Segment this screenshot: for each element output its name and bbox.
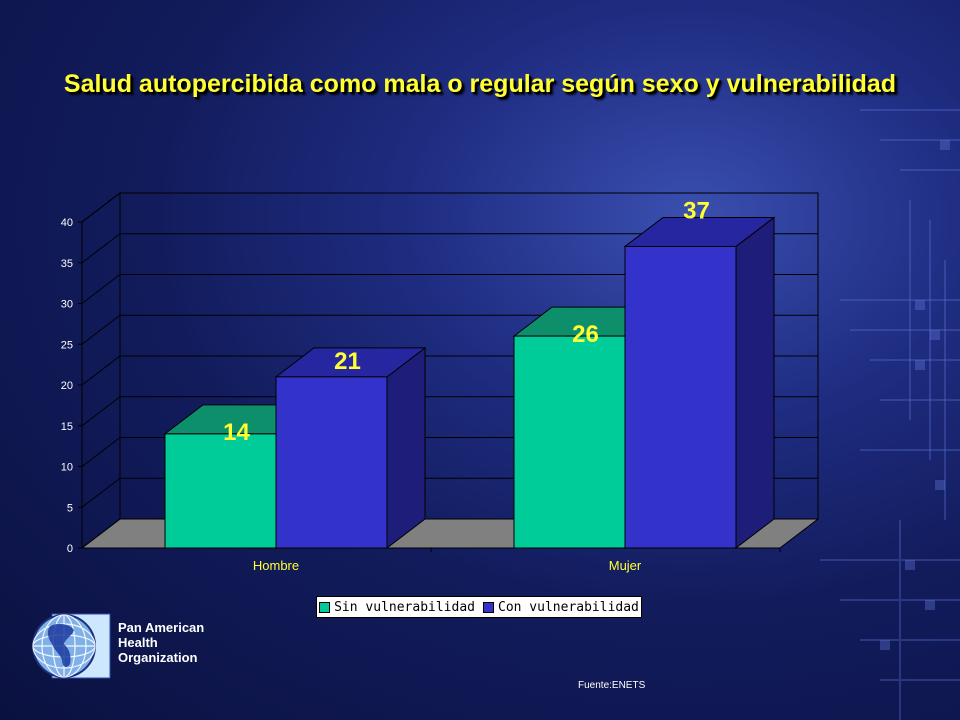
data-labels: 14 21 26 37 xyxy=(223,197,710,445)
globe-americas-icon xyxy=(32,613,111,679)
y-tick-label: 20 xyxy=(61,380,73,392)
bar-chart: 0 5 10 15 20 25 30 35 40 14 21 26 37 Hombre Mujer xyxy=(61,191,820,573)
y-tick-label: 5 xyxy=(67,502,73,514)
bar-front xyxy=(513,335,626,549)
bar-front xyxy=(164,433,277,549)
bar-side xyxy=(735,216,775,550)
chart-bars xyxy=(163,216,776,550)
y-tick-label: 0 xyxy=(67,543,73,555)
chart-legend: Sin vulnerabilidad Con vulnerabilidad xyxy=(316,596,642,618)
gridline xyxy=(81,192,818,223)
org-name-line-1: Pan American xyxy=(118,620,205,635)
chart-title: Salud autopercibida como mala o regular … xyxy=(63,70,897,98)
data-label: 21 xyxy=(334,348,361,375)
gridline xyxy=(81,233,818,264)
gridline xyxy=(81,274,818,304)
bar-front xyxy=(624,245,737,549)
bar-side xyxy=(386,346,426,550)
legend-swatch-con xyxy=(483,601,494,613)
y-tick-label: 15 xyxy=(61,421,73,433)
legend-label-con: Con vulnerabilidad xyxy=(498,599,639,615)
x-axis: Hombre Mujer xyxy=(253,548,781,573)
bar-front xyxy=(275,376,388,549)
data-label: 26 xyxy=(572,321,599,348)
y-axis: 0 5 10 15 20 25 30 35 40 xyxy=(61,217,83,555)
data-label: 37 xyxy=(683,197,710,224)
org-name-line-3: Organization xyxy=(118,650,198,665)
bar-con-vulnerabilidad-hombre xyxy=(274,346,427,550)
legend-swatch-sin xyxy=(319,601,331,613)
bar-con-vulnerabilidad-mujer xyxy=(623,216,776,550)
legend-label-sin: Sin vulnerabilidad xyxy=(334,599,475,615)
legend-item-con: Con vulnerabilidad xyxy=(483,600,639,615)
y-tick-label: 40 xyxy=(61,217,73,229)
y-tick-label: 10 xyxy=(61,462,73,474)
y-tick-label: 35 xyxy=(61,258,73,270)
x-category-label: Hombre xyxy=(253,558,299,573)
y-tick-label: 30 xyxy=(61,299,73,311)
y-tick-label: 25 xyxy=(61,339,73,351)
source-note: Fuente:ENETS xyxy=(578,680,646,691)
org-name-line-2: Health xyxy=(118,635,158,650)
x-category-label: Mujer xyxy=(609,558,642,573)
organization-name: Pan American Health Organization xyxy=(118,620,204,665)
legend-item-sin: Sin vulnerabilidad xyxy=(319,600,475,615)
data-label: 14 xyxy=(223,419,250,446)
